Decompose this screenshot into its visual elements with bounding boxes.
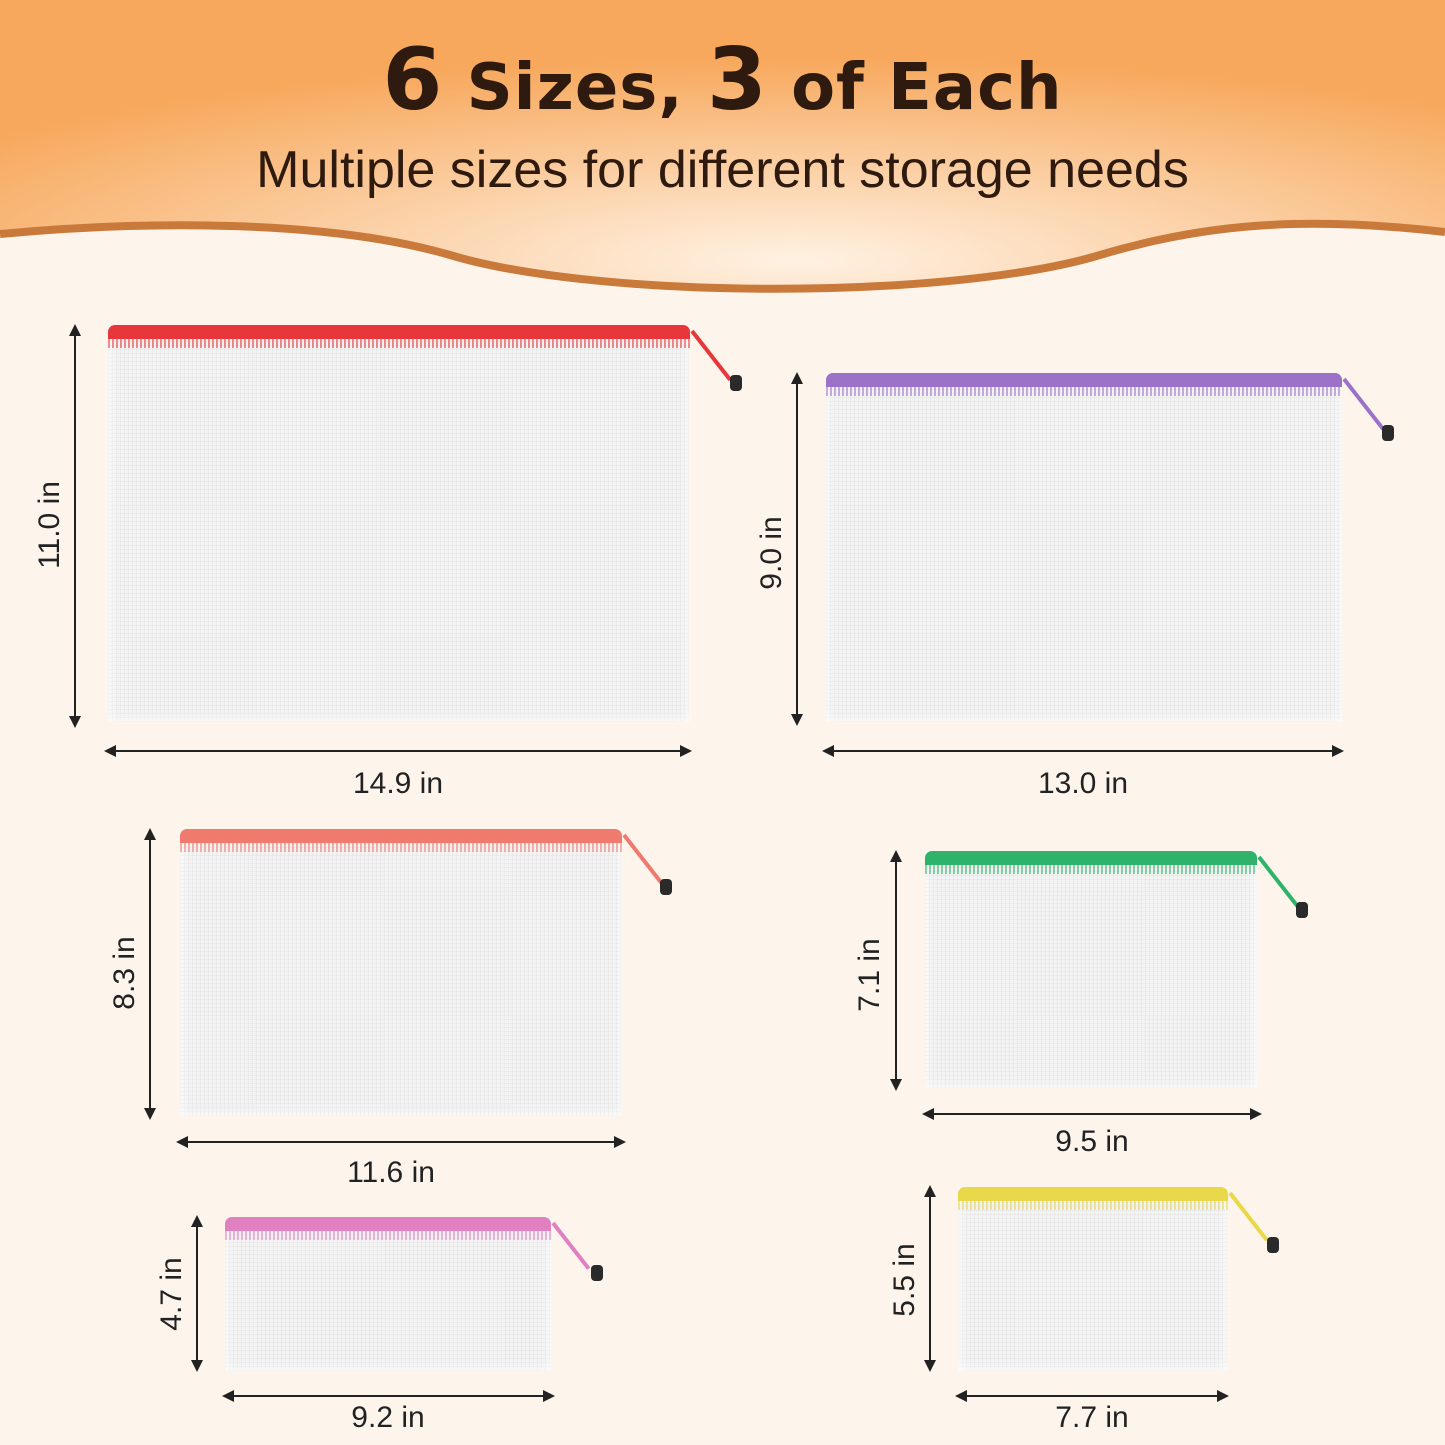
zipper-teeth (925, 865, 1257, 874)
wave-divider (0, 219, 1445, 293)
zipper (925, 851, 1257, 865)
zipper (180, 829, 622, 843)
zipper-teeth (180, 843, 622, 852)
height-label: 8.3 in (108, 936, 141, 1010)
width-label: 9.2 in (351, 1401, 425, 1434)
width-label: 9.5 in (1055, 1125, 1129, 1158)
width-label: 13.0 in (1037, 767, 1129, 800)
width-label: 11.6 in (347, 1156, 435, 1189)
mesh-bag-green (925, 851, 1308, 1088)
height-label: 7.1 in (853, 938, 886, 1012)
zipper (958, 1187, 1228, 1201)
height-label: 5.5 in (888, 1243, 921, 1317)
mesh-bag-salmon (180, 829, 672, 1116)
title-number: 6 (382, 30, 444, 130)
zipper-tab (1382, 425, 1394, 441)
mesh-bag-yellow (958, 1187, 1279, 1371)
zipper-tab (1296, 902, 1308, 918)
zipper (225, 1217, 551, 1231)
zipper-teeth (826, 387, 1342, 396)
mesh-bag-purple (826, 373, 1394, 722)
title-number: 3 (706, 30, 768, 130)
width-label: 14.9 in (352, 767, 444, 800)
title-text: Sizes, (443, 51, 707, 125)
zipper-tab (660, 879, 672, 895)
title-text: of Each (767, 51, 1063, 125)
width-label: 7.7 in (1055, 1401, 1129, 1434)
height-label: 9.0 in (755, 516, 788, 590)
page-subtitle: Multiple sizes for different storage nee… (256, 141, 1189, 199)
zipper-tab (1267, 1237, 1279, 1253)
zipper (826, 373, 1342, 387)
zipper-teeth (108, 339, 690, 348)
mesh-bag-red (108, 325, 742, 722)
zipper-tab (730, 375, 742, 391)
mesh-bag-pink (225, 1217, 603, 1371)
zipper (108, 325, 690, 339)
zipper-tab (591, 1265, 603, 1281)
height-label: 4.7 in (155, 1257, 188, 1331)
page-title: 6 Sizes, 3 of Each (0, 30, 1445, 130)
height-label: 11.0 in (33, 481, 66, 569)
zipper-teeth (225, 1231, 551, 1240)
zipper-teeth (958, 1201, 1228, 1210)
